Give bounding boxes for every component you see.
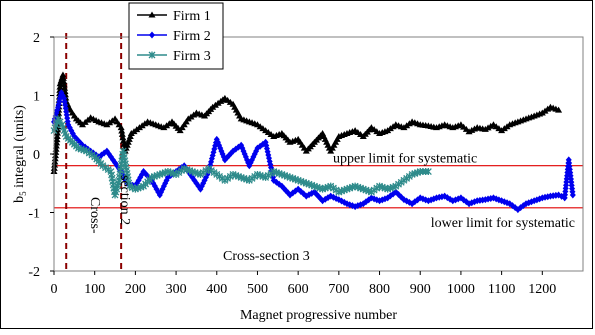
chart-svg: -2 -1 0 1 2 0 100 200 300 400 500 600 700 800 900 1000 1…: [12, 2, 584, 323]
x-tick-label: 200: [125, 282, 146, 297]
data-point: [148, 11, 156, 18]
chart-frame: -2 -1 0 1 2 0 100 200 300 400 500 600 700 800 900 1000 1…: [0, 0, 593, 329]
series-firm-1: [50, 71, 563, 175]
y-tick-label: 2: [33, 31, 40, 46]
data-point: [61, 94, 68, 102]
legend-box: [128, 2, 224, 70]
series-firm-3: [50, 115, 432, 199]
y-axis-label: b5 integral (units): [12, 105, 28, 203]
x-tick-label: 800: [369, 282, 390, 297]
data-point: [119, 134, 127, 141]
data-point: [118, 127, 126, 134]
annotation-cross-section3: Cross-section 3: [223, 249, 310, 264]
y-axis-label-sub: 5: [18, 191, 28, 196]
x-tick-label: 100: [84, 282, 105, 297]
data-point: [52, 142, 60, 149]
data-point: [53, 132, 61, 139]
x-tick-label: 1100: [488, 282, 515, 297]
data-point: [487, 122, 495, 129]
x-tick-label: 0: [51, 282, 58, 297]
y-axis-label-rest: integral (units): [12, 105, 27, 192]
data-point: [53, 139, 61, 146]
data-point: [60, 78, 68, 85]
data-point: [59, 74, 67, 81]
data-point: [61, 84, 69, 91]
legend-item-1: Firm 1: [137, 9, 211, 24]
series-line: [53, 74, 559, 172]
data-point: [60, 81, 68, 88]
y-tick-label: -2: [28, 265, 40, 280]
lower-limit-label: lower limit for systematic: [431, 216, 575, 231]
x-tick-label: 700: [328, 282, 349, 297]
data-point: [53, 129, 61, 136]
legend-label: Firm 1: [173, 9, 211, 24]
legend-item-2: Firm 2: [137, 29, 211, 44]
data-point: [424, 168, 432, 176]
legend-item-3: Firm 3: [137, 49, 211, 64]
data-point: [149, 31, 155, 39]
x-tick-label: 300: [166, 282, 187, 297]
x-tick-label: 1200: [528, 282, 556, 297]
x-tick-label: 400: [206, 282, 227, 297]
x-tick-label: 500: [247, 282, 268, 297]
data-point: [51, 158, 59, 165]
y-axis-label-main: b: [12, 196, 27, 203]
annotation-section2: section 2: [117, 175, 132, 225]
annotations: upper limit for systematic lower limit fo…: [87, 152, 575, 264]
data-point: [53, 136, 61, 143]
data-point: [148, 51, 156, 59]
data-point: [59, 71, 67, 78]
legend: Firm 1 Firm 2 Firm 3: [128, 2, 224, 70]
data-point: [484, 124, 492, 131]
legend-label: Firm 2: [173, 29, 211, 44]
reference-lines: [54, 33, 583, 271]
data-point: [51, 155, 59, 162]
x-tick-label: 1000: [447, 282, 475, 297]
annotation-cross: Cross-: [87, 197, 102, 234]
data-point: [117, 124, 125, 131]
x-tick-label: 600: [288, 282, 309, 297]
y-tick-label: 0: [33, 148, 40, 163]
data-point: [555, 106, 563, 113]
upper-limit-label: upper limit for systematic: [333, 152, 477, 167]
x-tick-label: 900: [410, 282, 431, 297]
y-tick-label: -1: [28, 207, 40, 222]
y-tick-label: 1: [33, 90, 40, 105]
legend-label: Firm 3: [173, 49, 211, 64]
data-point: [481, 125, 489, 132]
plot-area: [53, 36, 584, 272]
data-point: [118, 130, 126, 137]
data-point: [569, 191, 576, 199]
x-axis-label: Magnet progressive number: [240, 308, 397, 323]
data-point: [51, 161, 59, 168]
axes: -2 -1 0 1 2 0 100 200 300 400 500 600 700 800 900 1000 1…: [12, 31, 584, 323]
data-point: [56, 83, 64, 90]
data-point: [119, 137, 127, 144]
